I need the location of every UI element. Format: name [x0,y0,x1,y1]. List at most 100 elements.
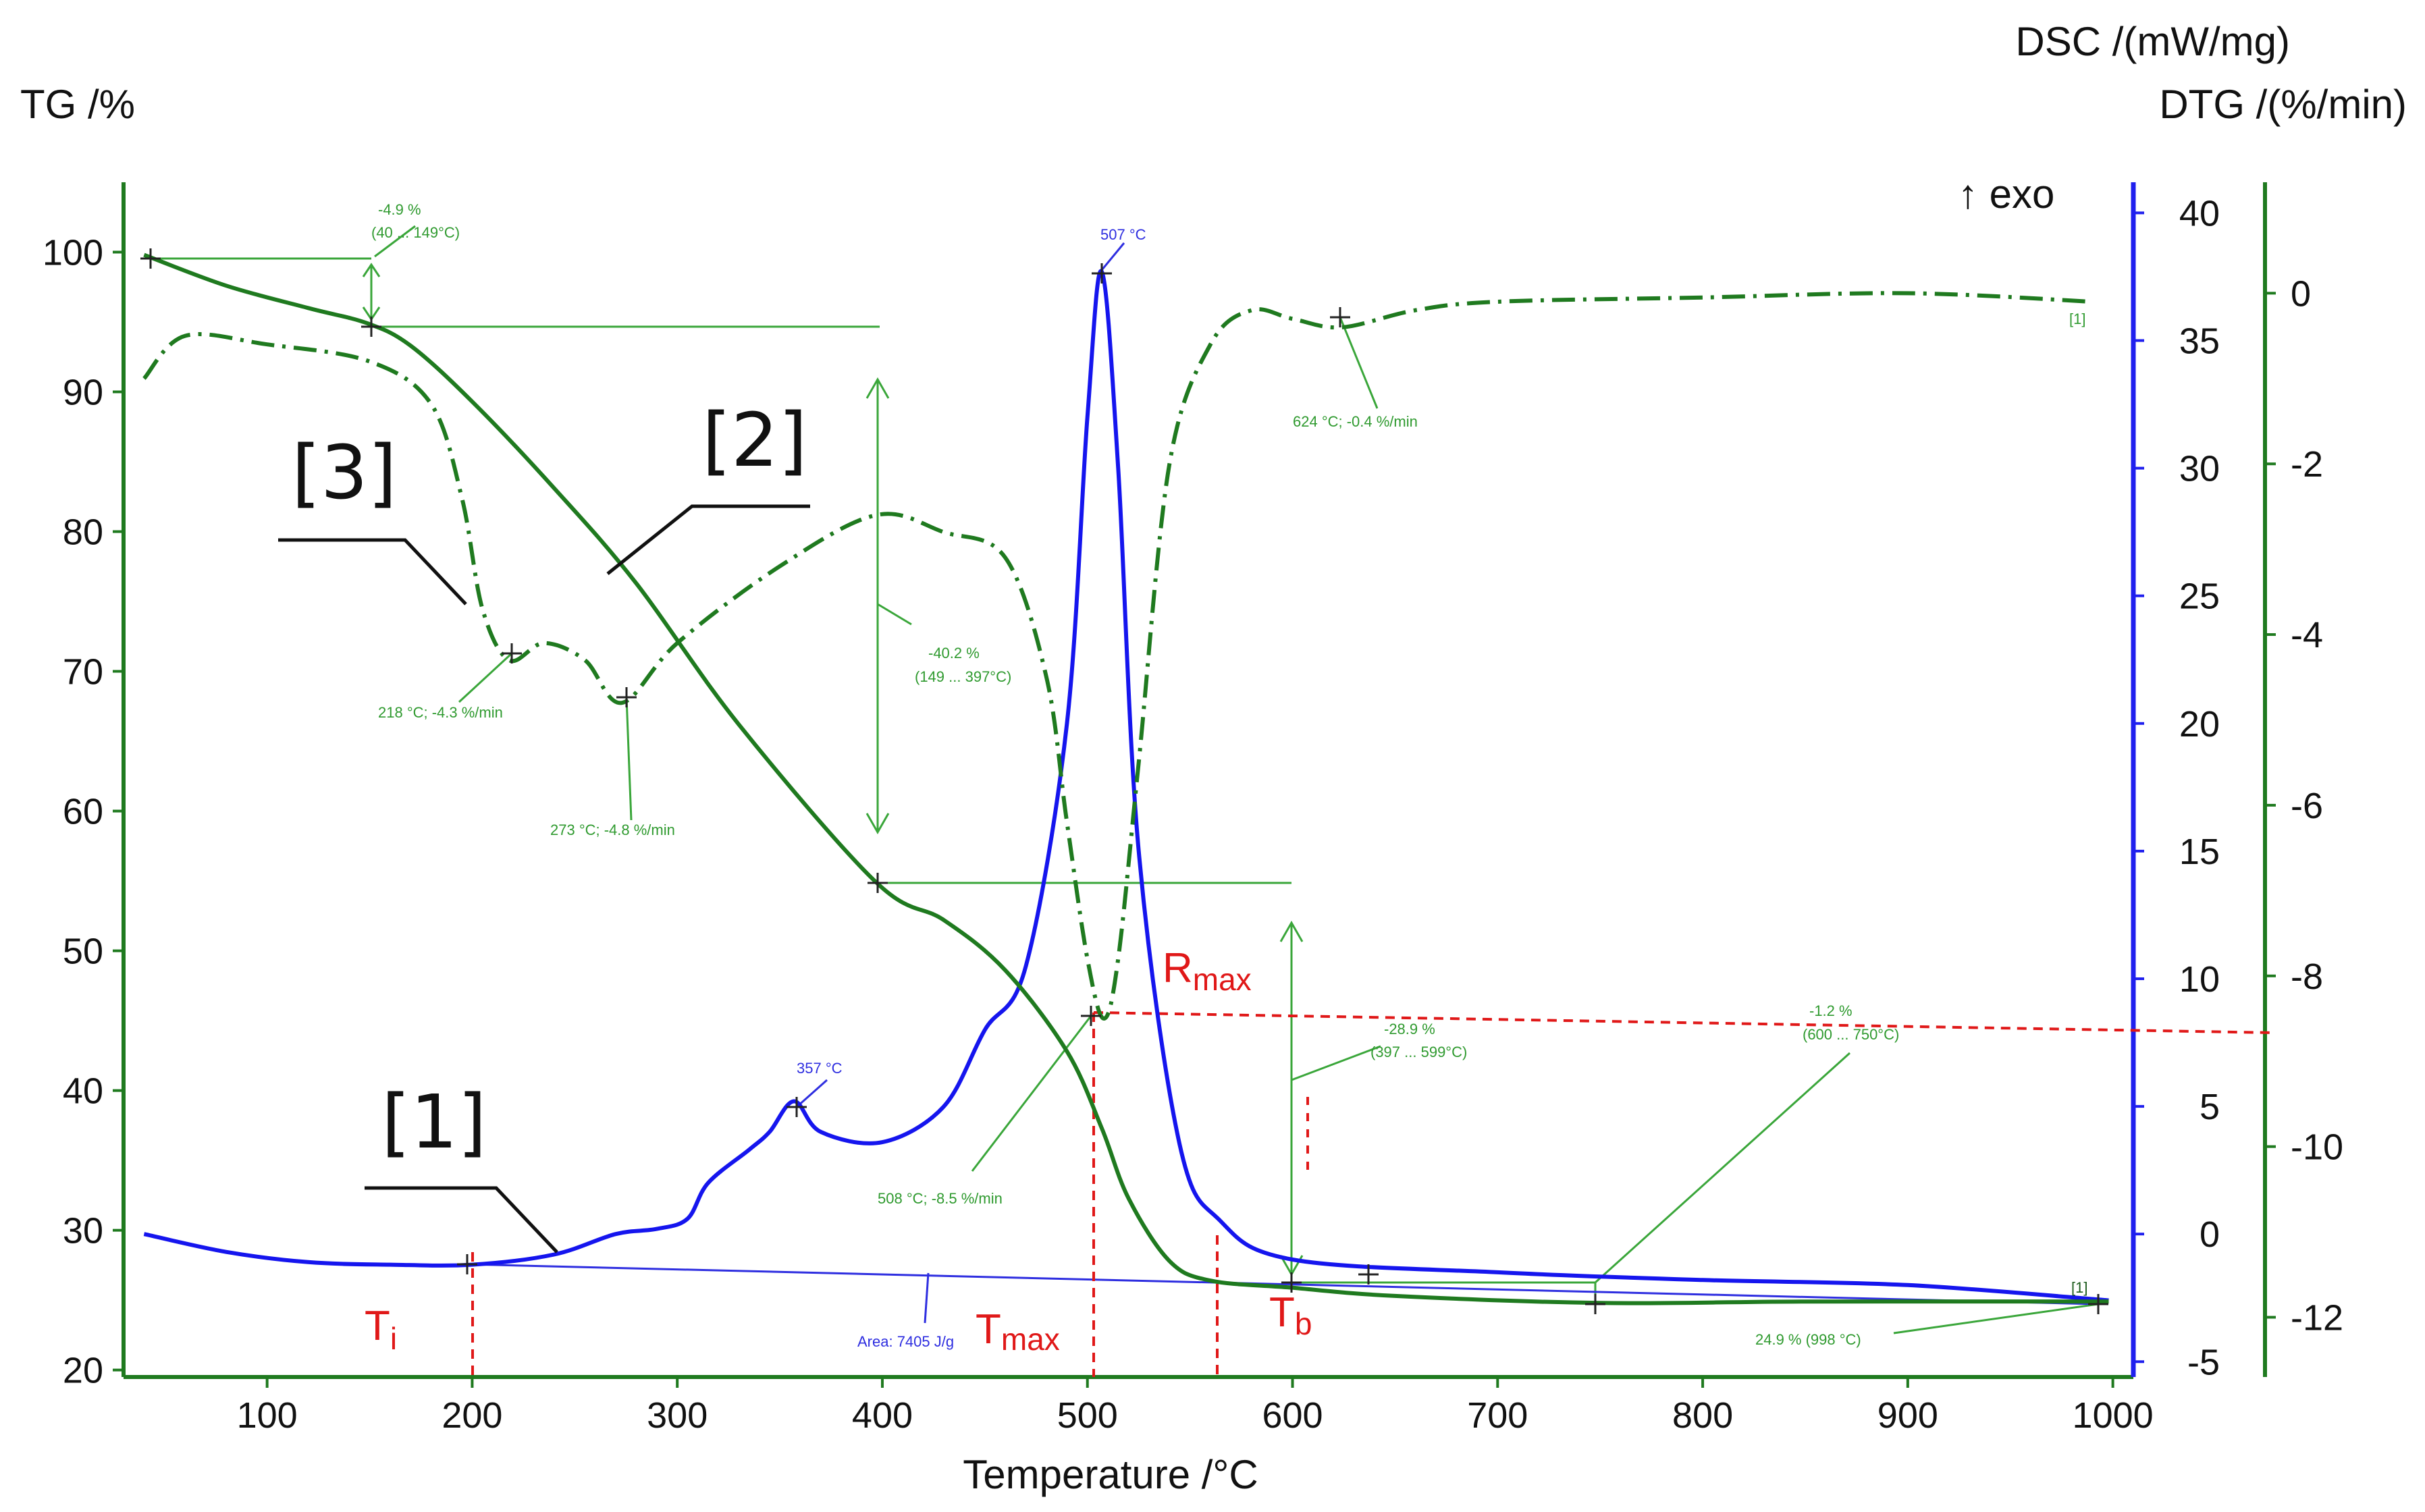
x-tick-label: 1000 [2073,1395,2154,1436]
curve-tag-leader [606,504,810,575]
annotation-leader [924,1272,930,1324]
ti-label: Ti [365,1303,397,1356]
tg-step-arrowhead [865,377,890,399]
y-right1-tick-label: 10 [2179,959,2220,1000]
y-right1-tick-label: 35 [2179,321,2220,361]
dtg-peak3-label: 508 °C; -8.5 %/min [878,1190,1003,1207]
annotation-leader [374,225,416,258]
y-right2-tick-label: -8 [2291,956,2323,997]
dtg-curve [142,291,2093,1021]
end-marker-dsc: [1] [2071,1279,2087,1296]
rmax-label: Rmax [1163,945,1252,997]
rmax-line [1093,1011,2274,1034]
curve-tag-dsc: [1] [381,1079,487,1165]
cross-marker [1330,307,1350,327]
y-right1-tick-label: 5 [2200,1087,2220,1127]
curve-tag-dtg: [3] [292,429,397,516]
tg-step2-line1: -40.2 % [928,645,980,662]
y-left-tick-label: 20 [63,1351,103,1391]
x-tick-label: 800 [1672,1395,1733,1436]
y-right2-tick-label: 0 [2291,273,2311,314]
y-right1-tick-label: 25 [2179,576,2220,617]
y-right2-tick-label: -12 [2291,1298,2343,1339]
x-tick-label: 400 [852,1395,913,1436]
dtg-peak2-label: 273 °C; -4.8 %/min [550,821,675,838]
tg-step-arrowhead [362,263,381,277]
y-left-tick-label: 60 [63,792,103,832]
cross-marker [787,1097,807,1117]
y-left-axis-ticks: 20 30 40 50 60 70 80 90 100 [43,233,124,1391]
y-left-tick-label: 70 [63,652,103,693]
cross-marker [1081,1006,1101,1026]
y-left-axis-title: TG /% [20,82,135,127]
cross-marker [1585,1294,1605,1314]
cross-marker [140,248,161,269]
x-tick-label: 700 [1467,1395,1528,1436]
annotation-leader [1291,1045,1381,1081]
tg-curve [143,252,2109,1305]
cross-marker [868,873,888,893]
y-left-tick-label: 50 [63,932,103,972]
y-right1-tick-label: -5 [2187,1342,2220,1382]
dsc-curve [143,269,2109,1303]
dsc-peak2-label: 507 °C [1100,226,1146,243]
x-tick-label: 300 [647,1395,708,1436]
tg-step-arrowhead [1279,920,1304,942]
cross-marker [1358,1264,1379,1285]
tg-step4-line2: (600 ... 750°C) [1803,1026,1899,1043]
y-left-tick-label: 40 [63,1071,103,1112]
annotation-leader [625,697,633,821]
y-left-tick-label: 30 [63,1211,103,1251]
red-reference-lines [471,1011,2274,1377]
cross-marker [616,687,637,707]
y-right1-tick-label: 40 [2179,193,2220,234]
tb-label: Tb [1269,1289,1312,1341]
tmax-label: Tmax [976,1306,1060,1357]
y-right1-tick-label: 30 [2179,449,2220,489]
cross-marker [457,1254,477,1274]
annotation-leader [458,652,513,703]
x-tick-label: 500 [1057,1395,1118,1436]
y-left-tick-label: 90 [63,373,103,413]
curve-tag-tg: [2] [702,397,807,483]
curve-tag-leader [278,538,467,605]
y-right1-tick-label: 15 [2179,832,2220,872]
y-left-tick-label: 80 [63,512,103,553]
tg-step-arrowhead [865,813,890,835]
y-right2-tick-label: -2 [2291,444,2323,485]
dsc-peak1-label: 357 °C [797,1060,843,1077]
tg-step2-line2: (149 ... 397°C) [915,668,1011,685]
annotation-leader [796,1079,828,1108]
tg-step3-line2: (397 ... 599°C) [1370,1044,1467,1060]
tg-step4-line1: -1.2 % [1809,1002,1853,1019]
y-right2-axis-title: DTG /(%/min) [2159,82,2407,127]
cross-marker [1281,1272,1302,1293]
x-tick-label: 600 [1262,1395,1323,1436]
x-axis-ticks: 100 200 300 400 500 600 700 800 900 1000 [237,1377,2154,1436]
tg-step-guides [151,225,2099,1334]
end-marker-green: [1] [2069,310,2085,327]
x-axis-title: Temperature /°C [963,1452,1258,1497]
tg-residual-label: 24.9 % (998 °C) [1755,1331,1861,1348]
y-left-tick-label: 100 [43,233,103,273]
dsc-area-label: Area: 7405 J/g [857,1333,954,1350]
tg-step1-line2: (40 ... 149°C) [371,224,460,241]
cross-marker [502,643,522,664]
tg-step1-line1: -4.9 % [378,201,421,218]
x-tick-label: 900 [1877,1395,1938,1436]
annotation-leader [1594,1052,1851,1284]
dsc-baseline [467,1263,2097,1305]
cross-marker [1092,263,1112,284]
y-right2-axis-ticks: -12 -10 -8 -6 -4 -2 0 [2265,273,2343,1339]
curve-tag-leader [365,1186,558,1253]
dtg-peak1-label: 218 °C; -4.3 %/min [378,704,503,721]
y-right1-tick-label: 20 [2179,704,2220,745]
x-tick-label: 100 [237,1395,298,1436]
y-right1-axis-ticks: -5 0 5 10 15 20 25 30 35 40 [2133,193,2220,1382]
cross-marker [361,317,381,337]
dtg-peak4-label: 624 °C; -0.4 %/min [1293,413,1418,430]
cross-markers [140,248,2108,1314]
y-right2-tick-label: -4 [2291,615,2323,655]
annotation-leader [877,603,912,626]
